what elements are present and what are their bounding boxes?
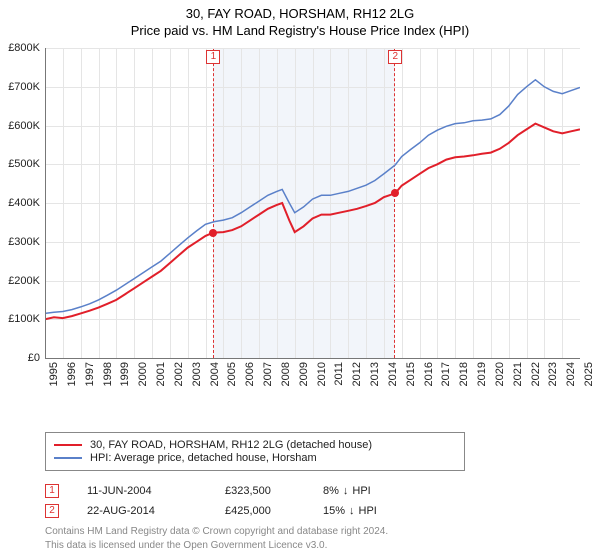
x-axis-label: 2010 [316, 362, 328, 386]
x-axis-label: 2019 [476, 362, 488, 386]
sale-row: 2 22-AUG-2014 £425,000 15% ↓ HPI [45, 504, 413, 518]
arrow-down-icon: ↓ [349, 505, 355, 517]
sale-row: 1 11-JUN-2004 £323,500 8% ↓HPI [45, 484, 413, 498]
x-axis-label: 2020 [494, 362, 506, 386]
x-axis-label: 2003 [191, 362, 203, 386]
x-axis-label: 2015 [405, 362, 417, 386]
legend-box: 30, FAY ROAD, HORSHAM, RH12 2LG (detache… [45, 432, 465, 471]
series-property [45, 124, 580, 320]
x-axis-label: 2011 [333, 362, 345, 386]
x-axis-label: 2001 [155, 362, 167, 386]
chart-area: 12 £0£100K£200K£300K£400K£500K£600K£700K… [45, 48, 580, 390]
x-axis-label: 2017 [440, 362, 452, 386]
x-axis-label: 2000 [137, 362, 149, 386]
x-axis-label: 2024 [565, 362, 577, 386]
y-axis-label: £800K [8, 42, 40, 54]
x-axis-label: 2008 [280, 362, 292, 386]
sale-date: 22-AUG-2014 [87, 505, 197, 517]
legend-swatch [54, 457, 82, 459]
sale-dot-1 [209, 229, 217, 237]
chart-title: 30, FAY ROAD, HORSHAM, RH12 2LG [0, 0, 600, 21]
x-axis-label: 2016 [423, 362, 435, 386]
legend-item: 30, FAY ROAD, HORSHAM, RH12 2LG (detache… [54, 439, 456, 451]
x-axis-label: 2012 [351, 362, 363, 386]
footer-line-2: This data is licensed under the Open Gov… [45, 539, 388, 553]
sale-index-box: 2 [45, 504, 59, 518]
x-axis-label: 2006 [244, 362, 256, 386]
x-axis-label: 1997 [84, 362, 96, 386]
x-axis-label: 2005 [226, 362, 238, 386]
sale-marker-1: 1 [206, 50, 220, 64]
legend-item: HPI: Average price, detached house, Hors… [54, 452, 456, 464]
x-axis-label: 2018 [458, 362, 470, 386]
y-axis-label: £100K [8, 313, 40, 325]
chart-subtitle: Price paid vs. HM Land Registry's House … [0, 21, 600, 38]
y-axis-label: £500K [8, 158, 40, 170]
sale-diff-pct: 8% [323, 485, 339, 497]
arrow-down-icon: ↓ [343, 485, 349, 497]
y-axis-line [45, 48, 46, 358]
x-axis-label: 2002 [173, 362, 185, 386]
sale-index-box: 1 [45, 484, 59, 498]
x-axis-label: 2004 [209, 362, 221, 386]
line-series-svg [45, 48, 580, 358]
y-axis-label: £700K [8, 81, 40, 93]
x-axis-label: 1995 [48, 362, 60, 386]
x-axis-line [45, 358, 580, 359]
sales-table: 111-JUN-2004£323,5008%↓HPI222-AUG-2014£4… [45, 478, 413, 524]
x-axis-label: 2014 [387, 362, 399, 386]
x-axis-label: 1999 [119, 362, 131, 386]
sale-diff-label: HPI [359, 505, 377, 517]
plot-region: 12 [45, 48, 580, 358]
sale-diff: 15% ↓ HPI [323, 505, 413, 517]
sale-date: 11-JUN-2004 [87, 485, 197, 497]
x-axis-label: 1996 [66, 362, 78, 386]
legend-label: HPI: Average price, detached house, Hors… [90, 452, 317, 464]
x-axis-label: 2022 [530, 362, 542, 386]
sale-diff: 8% ↓HPI [323, 485, 413, 497]
x-axis-label: 2009 [298, 362, 310, 386]
series-hpi [45, 80, 580, 314]
footer-attribution: Contains HM Land Registry data © Crown c… [45, 525, 388, 552]
y-axis-label: £0 [28, 352, 40, 364]
sale-marker-2: 2 [388, 50, 402, 64]
sale-dot-2 [391, 189, 399, 197]
y-axis-label: £300K [8, 236, 40, 248]
y-axis-label: £600K [8, 120, 40, 132]
y-axis-label: £200K [8, 275, 40, 287]
sale-price: £425,000 [225, 505, 295, 517]
sale-diff-label: HPI [352, 485, 370, 497]
x-axis-label: 2007 [262, 362, 274, 386]
sale-diff-pct: 15% [323, 505, 345, 517]
footer-line-1: Contains HM Land Registry data © Crown c… [45, 525, 388, 539]
legend-label: 30, FAY ROAD, HORSHAM, RH12 2LG (detache… [90, 439, 372, 451]
sale-price: £323,500 [225, 485, 295, 497]
x-axis-label: 2013 [369, 362, 381, 386]
legend-swatch [54, 444, 82, 446]
x-axis-label: 2021 [512, 362, 524, 386]
y-axis-label: £400K [8, 197, 40, 209]
x-axis-label: 2025 [583, 362, 595, 386]
x-axis-label: 1998 [102, 362, 114, 386]
x-axis-label: 2023 [547, 362, 559, 386]
